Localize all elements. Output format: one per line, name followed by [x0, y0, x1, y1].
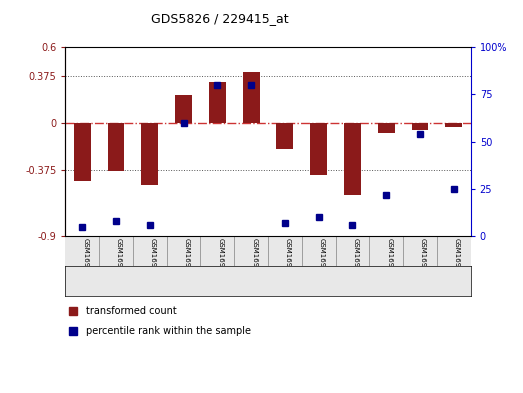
- Text: GSM1692593: GSM1692593: [285, 238, 291, 285]
- Text: GSM1692592: GSM1692592: [251, 238, 257, 285]
- Text: GSM1692588: GSM1692588: [116, 238, 122, 285]
- Bar: [141, 123, 158, 185]
- Text: percentile rank within the sample: percentile rank within the sample: [86, 326, 251, 336]
- Text: GSM1692597: GSM1692597: [420, 238, 426, 285]
- Text: GSM1692591: GSM1692591: [218, 238, 223, 285]
- Bar: [175, 95, 192, 123]
- Text: GSM1692590: GSM1692590: [184, 238, 190, 285]
- Bar: [277, 123, 293, 149]
- Text: GSM1692587: GSM1692587: [82, 238, 88, 285]
- Text: GSM1692598: GSM1692598: [454, 238, 460, 285]
- Bar: [344, 123, 361, 195]
- Text: GSM1692596: GSM1692596: [386, 238, 392, 285]
- Bar: [446, 123, 462, 127]
- Text: GDS5826 / 229415_at: GDS5826 / 229415_at: [151, 12, 289, 25]
- Text: transformed count: transformed count: [86, 306, 176, 316]
- Text: GSM1692594: GSM1692594: [319, 238, 325, 285]
- Bar: [310, 123, 327, 174]
- Text: GSM1692589: GSM1692589: [150, 238, 156, 285]
- Bar: [108, 123, 124, 171]
- Text: GSM1692595: GSM1692595: [353, 238, 358, 285]
- Bar: [74, 123, 90, 181]
- Bar: [412, 123, 428, 130]
- Bar: [378, 123, 395, 133]
- Bar: [209, 83, 226, 123]
- Bar: [243, 72, 259, 123]
